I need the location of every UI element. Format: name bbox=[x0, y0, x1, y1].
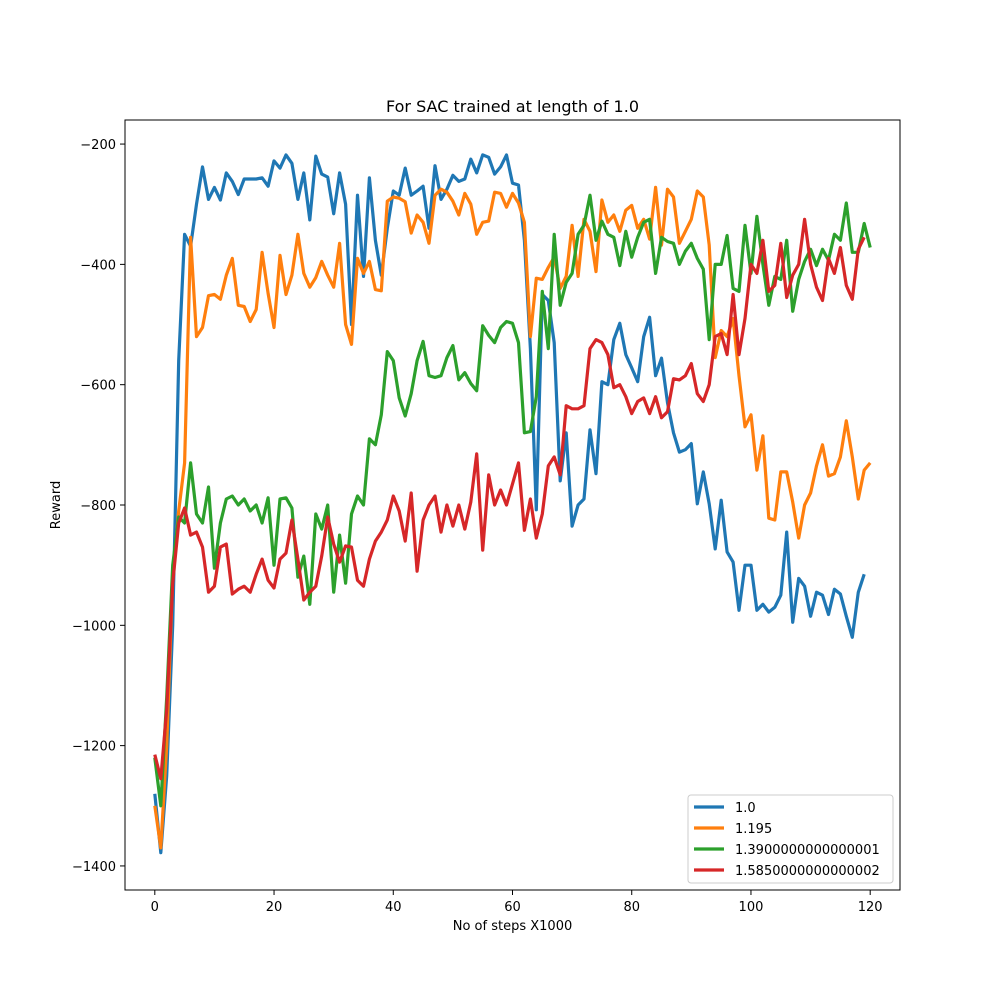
y-axis-label: Reward bbox=[49, 481, 64, 529]
x-tick-label: 100 bbox=[739, 900, 764, 915]
series-layer bbox=[153, 153, 872, 855]
legend-label: 1.5850000000000002 bbox=[735, 864, 880, 879]
x-tick-label: 40 bbox=[385, 900, 402, 915]
y-tick-label: −400 bbox=[80, 258, 116, 273]
series-line-1-195 bbox=[153, 185, 872, 850]
y-axis: −1400 −1200 −1000 −800 −600 −400 −200 bbox=[72, 138, 125, 875]
x-tick-label: 60 bbox=[504, 900, 521, 915]
legend-label: 1.0 bbox=[735, 801, 756, 816]
x-axis: 0 20 40 60 80 100 120 bbox=[151, 890, 883, 915]
y-tick-label: −200 bbox=[80, 138, 116, 153]
series-line-1-5850000000000002 bbox=[153, 217, 866, 781]
y-tick-label: −1000 bbox=[72, 619, 116, 634]
legend: 1.0 1.195 1.3900000000000001 1.585000000000… bbox=[687, 794, 894, 884]
legend-label: 1.195 bbox=[735, 822, 772, 837]
x-tick-label: 120 bbox=[858, 900, 883, 915]
chart-title: For SAC trained at length of 1.0 bbox=[386, 97, 639, 116]
x-tick-label: 0 bbox=[151, 900, 159, 915]
series-line-1-0 bbox=[153, 153, 866, 855]
x-tick-label: 20 bbox=[266, 900, 283, 915]
legend-label: 1.3900000000000001 bbox=[735, 843, 880, 858]
x-tick-label: 80 bbox=[623, 900, 640, 915]
y-tick-label: −1200 bbox=[72, 740, 116, 755]
y-tick-label: −600 bbox=[80, 379, 116, 394]
legend-box bbox=[687, 794, 894, 884]
y-tick-label: −800 bbox=[80, 499, 116, 514]
y-tick-label: −1400 bbox=[72, 860, 116, 875]
x-axis-label: No of steps X1000 bbox=[453, 919, 573, 934]
